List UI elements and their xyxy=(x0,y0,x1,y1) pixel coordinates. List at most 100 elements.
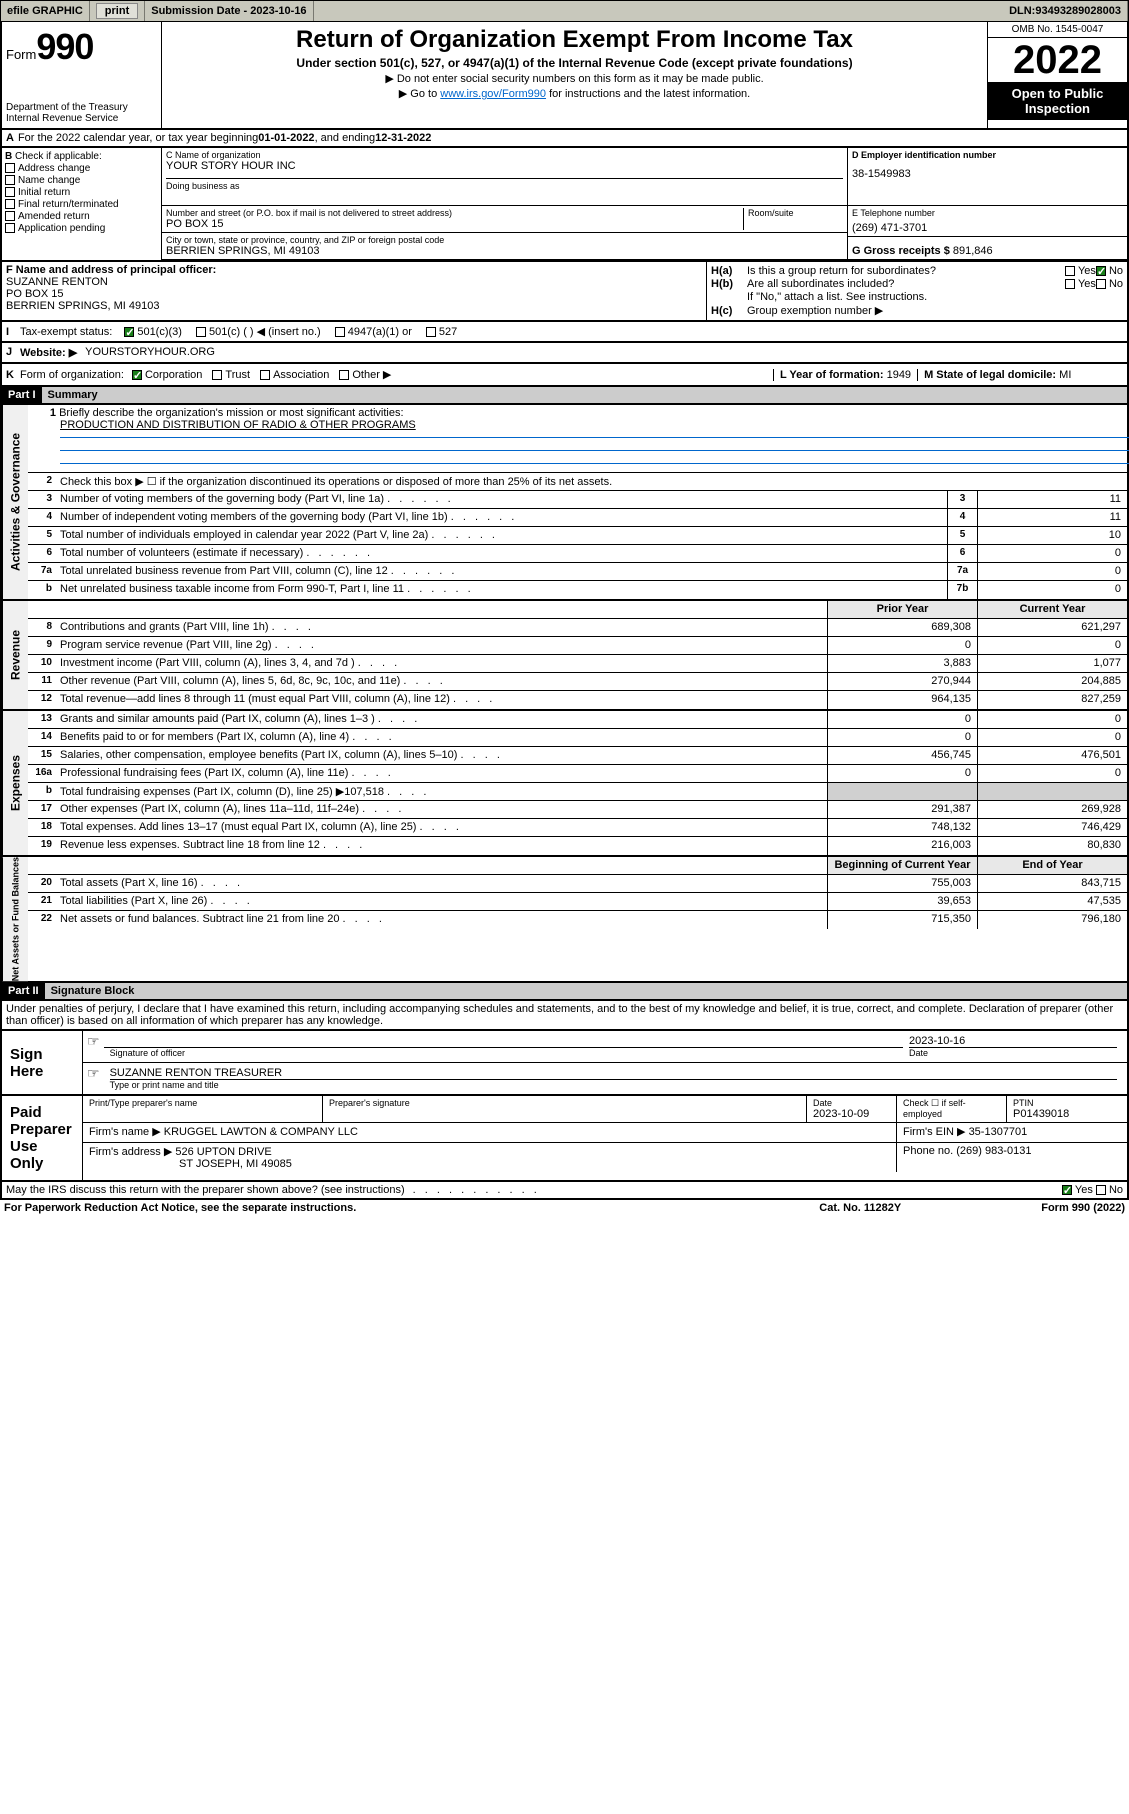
form-word: Form xyxy=(6,47,36,62)
chk-amended-return[interactable]: Amended return xyxy=(5,211,158,222)
sign-date: 2023-10-16 xyxy=(909,1035,1117,1047)
revenue-section: Revenue Prior Year Current Year 8Contrib… xyxy=(0,601,1129,711)
sign-here-label: SignHere xyxy=(2,1031,82,1094)
org-name-cell: C Name of organization YOUR STORY HOUR I… xyxy=(162,148,847,205)
expenses-section: Expenses 13Grants and similar amounts pa… xyxy=(0,711,1129,857)
summary-row: 8Contributions and grants (Part VIII, li… xyxy=(28,619,1127,637)
form-title: Return of Organization Exempt From Incom… xyxy=(166,26,983,54)
ha-yes[interactable] xyxy=(1065,266,1075,276)
summary-row: 10Investment income (Part VIII, column (… xyxy=(28,655,1127,673)
section-i: I Tax-exempt status: 501(c)(3) 501(c) ( … xyxy=(0,322,1129,343)
chk-4947[interactable] xyxy=(335,327,345,337)
summary-row: 7aTotal unrelated business revenue from … xyxy=(28,563,1127,581)
note-ssn: ▶ Do not enter social security numbers o… xyxy=(166,72,983,85)
summary-row: 12Total revenue—add lines 8 through 11 (… xyxy=(28,691,1127,709)
city-value: BERRIEN SPRINGS, MI 49103 xyxy=(166,245,843,257)
ha-no[interactable] xyxy=(1096,266,1106,276)
chk-initial-return[interactable]: Initial return xyxy=(5,187,158,198)
year-header-row: Prior Year Current Year xyxy=(28,601,1127,619)
activities-governance-section: Activities & Governance 1 Briefly descri… xyxy=(0,405,1129,601)
balance-header-row: Beginning of Current Year End of Year xyxy=(28,857,1127,875)
summary-row: 4Number of independent voting members of… xyxy=(28,509,1127,527)
summary-row: 3Number of voting members of the governi… xyxy=(28,491,1127,509)
preparer-phone: (269) 983-0131 xyxy=(956,1145,1031,1157)
summary-row: 21Total liabilities (Part X, line 26) . … xyxy=(28,893,1127,911)
submission-cell: Submission Date - 2023-10-16 xyxy=(145,1,313,21)
pointer-icon: ☞ xyxy=(87,1033,100,1060)
website-value: YOURSTORYHOUR.ORG xyxy=(85,346,215,359)
chk-final-return[interactable]: Final return/terminated xyxy=(5,199,158,210)
open-public: Open to PublicInspection xyxy=(988,82,1127,120)
chk-association[interactable] xyxy=(260,370,270,380)
chk-527[interactable] xyxy=(426,327,436,337)
summary-row: 13Grants and similar amounts paid (Part … xyxy=(28,711,1127,729)
note-link: ▶ Go to www.irs.gov/Form990 for instruct… xyxy=(166,87,983,100)
line-a: A For the 2022 calendar year, or tax yea… xyxy=(0,130,1129,148)
ein-value: 38-1549983 xyxy=(852,168,1123,180)
summary-row: bNet unrelated business taxable income f… xyxy=(28,581,1127,599)
summary-row: 14Benefits paid to or for members (Part … xyxy=(28,729,1127,747)
print-cell[interactable]: print xyxy=(90,1,145,21)
instructions-link[interactable]: www.irs.gov/Form990 xyxy=(440,88,546,100)
ptin: P01439018 xyxy=(1013,1108,1121,1120)
tab-revenue: Revenue xyxy=(2,601,28,709)
part-i-header: Part I Summary xyxy=(0,387,1129,405)
tel-gross-block: E Telephone number (269) 471-3701 G Gros… xyxy=(847,206,1127,259)
form-header: Form990 Department of the Treasury Inter… xyxy=(0,22,1129,130)
officer-name-title: SUZANNE RENTON TREASURER xyxy=(110,1067,1117,1079)
summary-row: 18Total expenses. Add lines 13–17 (must … xyxy=(28,819,1127,837)
section-l: L Year of formation: 1949 xyxy=(773,369,917,381)
summary-row: 9Program service revenue (Part VIII, lin… xyxy=(28,637,1127,655)
section-cd: C Name of organization YOUR STORY HOUR I… xyxy=(162,148,1127,260)
form-number: 990 xyxy=(36,26,93,67)
part-ii-header: Part II Signature Block xyxy=(0,983,1129,1001)
header-right: OMB No. 1545-0047 2022 Open to PublicIns… xyxy=(987,22,1127,128)
header-mid: Return of Organization Exempt From Incom… xyxy=(162,22,987,128)
chk-trust[interactable] xyxy=(212,370,222,380)
omb-number: OMB No. 1545-0047 xyxy=(988,22,1127,38)
tax-year: 2022 xyxy=(988,38,1127,82)
tab-netassets: Net Assets or Fund Balances xyxy=(2,857,28,981)
chk-corporation[interactable] xyxy=(132,370,142,380)
chk-application-pending[interactable]: Application pending xyxy=(5,223,158,234)
address-block: Number and street (or P.O. box if mail i… xyxy=(162,206,847,259)
tab-activities: Activities & Governance xyxy=(2,405,28,599)
chk-address-change[interactable]: Address change xyxy=(5,163,158,174)
summary-row: 15Salaries, other compensation, employee… xyxy=(28,747,1127,765)
signature-intro: Under penalties of perjury, I declare th… xyxy=(0,1001,1129,1031)
chk-name-change[interactable]: Name change xyxy=(5,175,158,186)
form-subtitle: Under section 501(c), 527, or 4947(a)(1)… xyxy=(166,56,983,70)
hb-no[interactable] xyxy=(1096,279,1106,289)
spacer xyxy=(314,1,1004,21)
street-value: PO BOX 15 xyxy=(166,218,743,230)
section-fh: F Name and address of principal officer:… xyxy=(0,262,1129,322)
netassets-section: Net Assets or Fund Balances Beginning of… xyxy=(0,857,1129,983)
section-h: H(a)Is this a group return for subordina… xyxy=(707,262,1127,320)
dept-label: Department of the Treasury xyxy=(6,102,157,113)
firm-ein: 35-1307701 xyxy=(969,1126,1028,1138)
irs-label: Internal Revenue Service xyxy=(6,113,157,124)
dln-cell: DLN: 93493289028003 xyxy=(1003,1,1128,21)
pointer-icon: ☞ xyxy=(87,1065,100,1092)
section-j: J Website: ▶ YOURSTORYHOUR.ORG xyxy=(0,343,1129,364)
chk-other[interactable] xyxy=(339,370,349,380)
discuss-no[interactable] xyxy=(1096,1185,1106,1195)
summary-row: 17Other expenses (Part IX, column (A), l… xyxy=(28,801,1127,819)
paid-preparer-label: PaidPreparerUse Only xyxy=(2,1096,82,1180)
section-f: F Name and address of principal officer:… xyxy=(2,262,707,320)
summary-row: 11Other revenue (Part VIII, column (A), … xyxy=(28,673,1127,691)
mission-text: PRODUCTION AND DISTRIBUTION OF RADIO & O… xyxy=(32,419,416,431)
summary-row: 5Total number of individuals employed in… xyxy=(28,527,1127,545)
chk-501c[interactable] xyxy=(196,327,206,337)
hb-yes[interactable] xyxy=(1065,279,1075,289)
summary-row: 16aProfessional fundraising fees (Part I… xyxy=(28,765,1127,783)
chk-501c3[interactable] xyxy=(124,327,134,337)
section-b: B Check if applicable: Address change Na… xyxy=(2,148,162,260)
print-button[interactable]: print xyxy=(96,3,138,19)
tab-expenses: Expenses xyxy=(2,711,28,855)
summary-row: bTotal fundraising expenses (Part IX, co… xyxy=(28,783,1127,801)
summary-row: 19Revenue less expenses. Subtract line 1… xyxy=(28,837,1127,855)
discuss-yes[interactable] xyxy=(1062,1185,1072,1195)
section-m: M State of legal domicile: MI xyxy=(917,369,1077,381)
summary-row: 6Total number of volunteers (estimate if… xyxy=(28,545,1127,563)
